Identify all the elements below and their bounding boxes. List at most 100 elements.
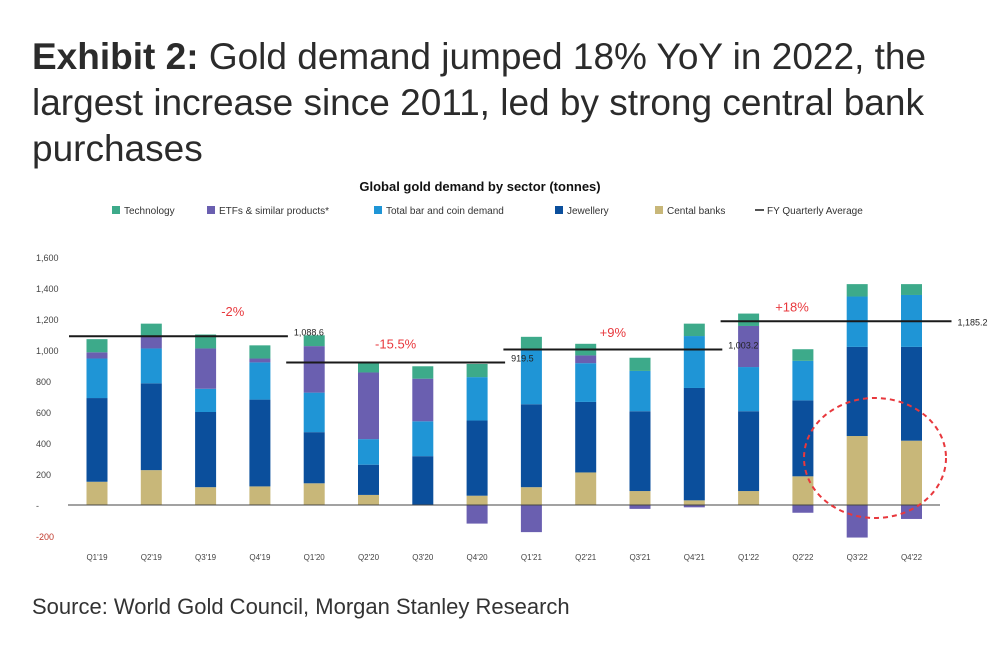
- bar-segment-central-banks: [303, 483, 325, 505]
- bar-segment-etfs: [738, 325, 760, 368]
- bar-segment-etfs: [792, 505, 814, 513]
- growth-annotation: +9%: [600, 325, 627, 340]
- bar-segment-jewellery: [792, 400, 814, 477]
- x-tick-label: Q3'22: [847, 553, 869, 562]
- y-tick-label: 1,200: [36, 315, 59, 325]
- bar-segment-etfs: [846, 505, 868, 538]
- bar-segment-etfs: [412, 378, 434, 422]
- x-tick-label: Q2'21: [575, 553, 597, 562]
- bar-segment-jewellery: [683, 387, 705, 501]
- legend-label: FY Quarterly Average: [767, 206, 863, 217]
- x-tick-label: Q1'20: [304, 553, 326, 562]
- bar-segment-jewellery: [140, 383, 162, 471]
- bar-segment-jewellery: [303, 432, 325, 484]
- bar-segment-jewellery: [901, 346, 922, 441]
- y-tick-label: 1,000: [36, 346, 59, 356]
- x-tick-label: Q2'20: [358, 553, 380, 562]
- fy-average-label: 1,185.2: [958, 317, 988, 327]
- bar-segment-central-banks: [901, 440, 922, 505]
- bar-segment-etfs: [575, 355, 597, 364]
- y-tick-label: 800: [36, 377, 51, 387]
- bar-segment-jewellery: [195, 412, 217, 488]
- x-tick-label: Q1'21: [521, 553, 543, 562]
- bar-segment-technology: [846, 284, 868, 297]
- bar-segment-central-banks: [466, 495, 488, 505]
- bar-segment-technology: [412, 366, 434, 379]
- bar-segment-bar-coin: [303, 392, 325, 433]
- bar-segment-bar-coin: [249, 362, 271, 400]
- bar-segment-central-banks: [629, 491, 651, 505]
- bar-segment-etfs: [358, 372, 379, 440]
- source-note: Source: World Gold Council, Morgan Stanl…: [32, 594, 570, 619]
- bar-segment-bar-coin: [629, 370, 651, 412]
- x-axis: Q1'19 Q2'19 Q3'19 Q4'19 Q1'20 Q2'20 Q3'20 Q4'20…: [86, 553, 922, 562]
- chart-legend: Technology ETFs & similar products* Total …: [112, 206, 863, 217]
- fy-average-label: 1,088.6: [294, 327, 324, 337]
- bar-segment-bar-coin: [358, 439, 379, 465]
- x-tick-label: Q1'22: [738, 553, 760, 562]
- y-tick-label: -: [36, 501, 39, 511]
- bar-segment-bar-coin: [738, 367, 760, 412]
- x-tick-label: Q3'20: [412, 553, 434, 562]
- bar-segment-etfs: [629, 505, 651, 509]
- fy-average-label: 1,003.2: [728, 341, 758, 351]
- bar-segment-technology: [629, 357, 651, 371]
- bar-segment-etfs: [195, 348, 217, 389]
- bar-segment-bar-coin: [195, 388, 217, 412]
- chart-title: Global gold demand by sector (tonnes): [359, 179, 600, 194]
- bar-segment-jewellery: [412, 456, 434, 505]
- growth-annotation: -2%: [221, 304, 245, 319]
- legend-label: Technology: [124, 206, 175, 217]
- bar-segment-jewellery: [358, 464, 379, 495]
- legend-swatch-technology: [112, 206, 120, 214]
- bar-segment-etfs: [303, 346, 325, 393]
- exhibit-headline: Gold demand jumped 18% YoY in 2022, the …: [32, 36, 927, 169]
- bar-segment-technology: [738, 313, 760, 326]
- legend-label: Jewellery: [567, 206, 609, 217]
- bar-layer: [86, 284, 922, 538]
- legend-label: Total bar and coin demand: [386, 206, 504, 217]
- bar-segment-jewellery: [629, 411, 651, 492]
- x-tick-label: Q4'20: [467, 553, 489, 562]
- bar-segment-etfs: [901, 505, 922, 519]
- bar-segment-bar-coin: [466, 377, 488, 421]
- bar-segment-technology: [901, 284, 922, 295]
- legend-label: ETFs & similar products*: [219, 206, 329, 217]
- x-tick-label: Q1'19: [86, 553, 108, 562]
- bar-segment-technology: [520, 336, 542, 350]
- y-tick-label: 400: [36, 439, 51, 449]
- annotation-layer: -2% -15.5% +9% +18%: [221, 299, 809, 351]
- bar-segment-central-banks: [358, 494, 379, 505]
- y-tick-label: 600: [36, 408, 51, 418]
- highlight-circle: [803, 397, 947, 519]
- bar-segment-technology: [466, 363, 488, 378]
- exhibit-title: Exhibit 2: Gold demand jumped 18% YoY in…: [32, 34, 972, 172]
- bar-segment-jewellery: [249, 399, 271, 487]
- bar-segment-technology: [195, 334, 217, 349]
- bar-segment-bar-coin: [520, 349, 542, 405]
- bar-segment-technology: [86, 339, 108, 353]
- bar-segment-technology: [683, 323, 705, 337]
- x-tick-label: Q3'21: [629, 553, 651, 562]
- bar-segment-technology: [792, 349, 814, 361]
- bar-segment-central-banks: [575, 472, 597, 505]
- x-tick-label: Q2'22: [792, 553, 814, 562]
- average-line-layer: 1,088.6 919.5 1,003.2 1,185.2: [69, 317, 988, 364]
- legend-label: Cental banks: [667, 206, 725, 217]
- x-tick-label: Q3'19: [195, 553, 217, 562]
- bar-segment-bar-coin: [792, 360, 814, 401]
- bar-segment-etfs: [140, 336, 162, 349]
- bar-segment-bar-coin: [575, 363, 597, 402]
- fy-average-label: 919.5: [511, 353, 534, 363]
- bar-segment-central-banks: [249, 486, 271, 505]
- bar-segment-etfs: [466, 505, 488, 524]
- legend-swatch-etfs: [207, 206, 215, 214]
- legend-swatch-bar-coin: [374, 206, 382, 214]
- x-tick-label: Q2'19: [141, 553, 163, 562]
- bar-segment-technology: [303, 335, 325, 347]
- growth-annotation: +18%: [775, 299, 809, 314]
- y-tick-label: 200: [36, 470, 51, 480]
- bar-segment-central-banks: [792, 476, 814, 505]
- bar-segment-etfs: [520, 505, 542, 533]
- bar-segment-central-banks: [738, 491, 760, 505]
